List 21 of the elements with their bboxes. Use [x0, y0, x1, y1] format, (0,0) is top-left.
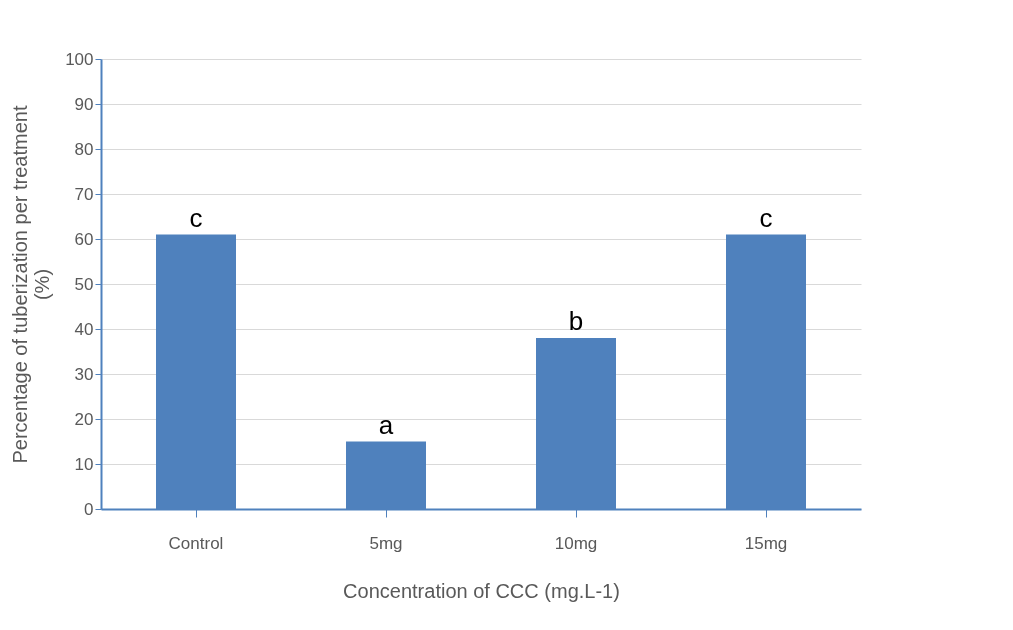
y-tick-label: 50	[74, 274, 94, 294]
annotation: a	[378, 409, 394, 440]
y-tick-label: 40	[74, 319, 94, 339]
annotation: b	[568, 306, 584, 336]
y-tick-label: 10	[74, 454, 94, 474]
annotation: c	[759, 202, 773, 233]
y-tick-label: 60	[74, 229, 94, 249]
y-tick-label: 0	[84, 499, 94, 519]
y-tick-label: 30	[74, 364, 94, 384]
y-axis-title: Percentage of tuberization per treatment (%)	[9, 105, 54, 464]
y-tick-label: 80	[74, 139, 94, 159]
x-tick-label: 15mg	[744, 533, 788, 553]
y-tick-label: 90	[74, 94, 94, 114]
x-tick-label: 5mg	[369, 533, 403, 553]
x-tick-label: Control	[168, 533, 224, 553]
y-tick-label: 20	[74, 409, 94, 429]
x-tick-label: 10mg	[554, 533, 598, 553]
annotation: c	[189, 202, 203, 233]
y-tick-label: 100	[65, 49, 94, 69]
x-axis-title: Concentration of CCC (mg.L-1)	[343, 579, 620, 602]
y-tick-label: 70	[74, 184, 94, 204]
